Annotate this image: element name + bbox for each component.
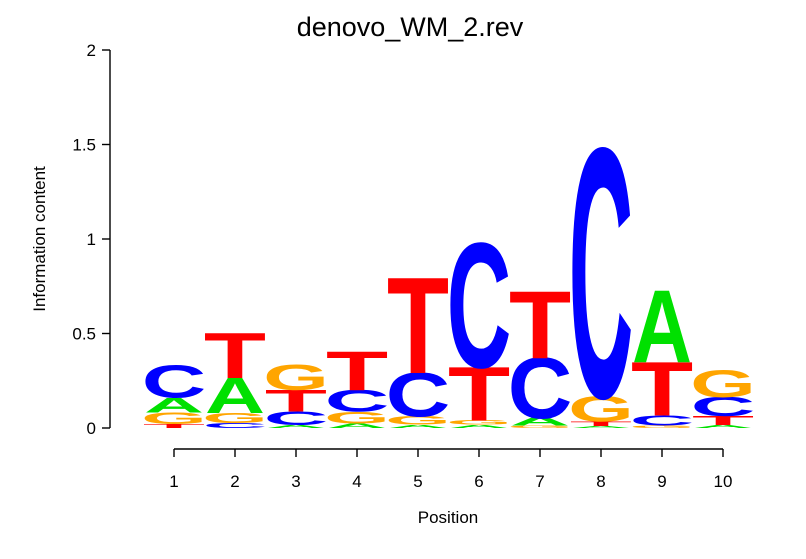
logo-letter: T (631, 346, 693, 432)
logo-letter: G (446, 419, 512, 426)
logo-letter: G (690, 362, 756, 405)
logo-letter: T (204, 320, 266, 392)
x-tick-label: 4 (352, 472, 361, 491)
logo-letter: A (510, 415, 570, 428)
logo-letter: C (386, 360, 451, 430)
logo-letter: G (141, 409, 207, 428)
logo-letter: C (569, 74, 634, 473)
y-axis-label: Information content (30, 166, 49, 312)
logo-letter: A (388, 424, 448, 429)
logo-letter: G (385, 414, 451, 427)
y-tick-label: 0.5 (72, 325, 96, 344)
logo-letter: G (629, 425, 695, 429)
x-tick-label: 9 (657, 472, 666, 491)
x-tick-label: 2 (230, 472, 239, 491)
x-tick-label: 6 (474, 472, 483, 491)
logo-letter: C (203, 422, 268, 430)
logo-letter: G (202, 410, 268, 426)
logo-letter: A (571, 426, 631, 429)
axes-layer: 0 0.5 1 1.5 2 1 2 3 4 5 6 7 8 9 10 (72, 41, 732, 491)
x-tick-label: 10 (714, 472, 733, 491)
logo-letter: G (507, 425, 573, 429)
y-tick-label: 1.5 (72, 136, 96, 155)
y-tick-label: 2 (87, 41, 96, 60)
logo-letter: C (142, 357, 207, 408)
logo-letter: T (265, 383, 327, 418)
logo-letter: A (266, 424, 326, 429)
logo-letter: T (448, 351, 510, 437)
logo-letter: C (630, 413, 695, 429)
logo-letter: A (632, 269, 692, 385)
logo-letter: T (509, 271, 571, 379)
x-tick-label: 5 (413, 472, 422, 491)
logo-letter: T (143, 423, 205, 429)
y-tick-label: 1 (87, 230, 96, 249)
logo-letter: T (387, 248, 449, 403)
logo-letter: C (325, 384, 390, 419)
logo-letter: C (264, 407, 329, 429)
chart-title: denovo_WM_2.rev (297, 12, 524, 42)
logo-letter: A (144, 393, 204, 417)
logo-letter: G (324, 408, 390, 427)
x-axis-label: Position (418, 508, 478, 527)
x-tick-label: 8 (596, 472, 605, 491)
x-tick-label: 7 (535, 472, 544, 491)
logo-letter: T (570, 420, 632, 427)
logo-letter: C (691, 391, 756, 422)
logo-letter: A (693, 424, 753, 429)
logo-letter: A (327, 422, 387, 429)
logo-letter: G (263, 357, 329, 398)
x-tick-label: 3 (291, 472, 300, 491)
logo-letter: A (449, 424, 509, 429)
logo-letter: G (568, 389, 634, 430)
logo-letter: C (447, 205, 512, 405)
logo-letter: C (508, 339, 573, 437)
y-tick-label: 0 (87, 419, 96, 438)
x-tick-label: 1 (169, 472, 178, 491)
logo-letter: T (326, 340, 388, 402)
logo-letter: T (692, 413, 754, 428)
logo-letter: A (205, 367, 265, 424)
